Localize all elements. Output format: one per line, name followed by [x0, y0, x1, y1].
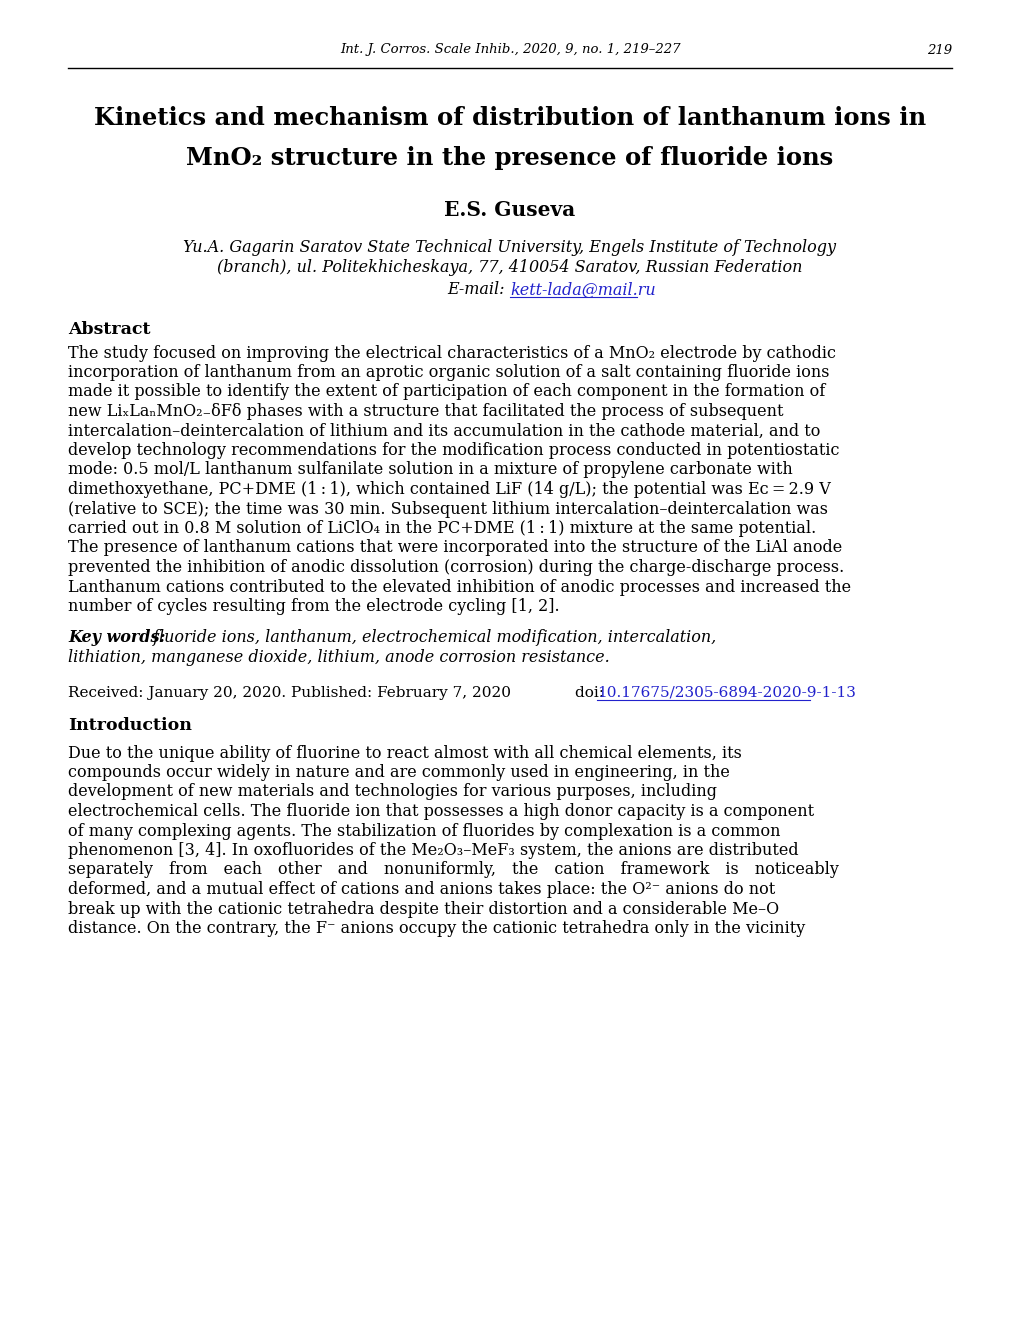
Text: deformed, and a mutual effect of cations and anions takes place: the O²⁻ anions : deformed, and a mutual effect of cations… — [68, 880, 774, 898]
Text: Key words:: Key words: — [68, 630, 165, 647]
Text: The presence of lanthanum cations that were incorporated into the structure of t: The presence of lanthanum cations that w… — [68, 540, 842, 557]
Text: E.S. Guseva: E.S. Guseva — [444, 201, 575, 220]
Text: Yu.A. Gagarin Saratov State Technical University, Engels Institute of Technology: Yu.A. Gagarin Saratov State Technical Un… — [183, 239, 836, 256]
Text: intercalation–deintercalation of lithium and its accumulation in the cathode mat: intercalation–deintercalation of lithium… — [68, 422, 819, 440]
Text: 10.17675/2305-6894-2020-9-1-13: 10.17675/2305-6894-2020-9-1-13 — [596, 686, 855, 700]
Text: of many complexing agents. The stabilization of fluorides by complexation is a c: of many complexing agents. The stabiliza… — [68, 822, 780, 840]
Text: Kinetics and mechanism of distribution of lanthanum ions in: Kinetics and mechanism of distribution o… — [94, 106, 925, 129]
Text: (branch), ul. Politekhicheskaya, 77, 410054 Saratov, Russian Federation: (branch), ul. Politekhicheskaya, 77, 410… — [217, 260, 802, 276]
Text: electrochemical cells. The fluoride ion that possesses a high donor capacity is : electrochemical cells. The fluoride ion … — [68, 803, 813, 820]
Text: (relative to SCE); the time was 30 min. Subsequent lithium intercalation–deinter: (relative to SCE); the time was 30 min. … — [68, 500, 827, 517]
Text: made it possible to identify the extent of participation of each component in th: made it possible to identify the extent … — [68, 384, 824, 400]
Text: number of cycles resulting from the electrode cycling [1, 2].: number of cycles resulting from the elec… — [68, 598, 559, 615]
Text: dimethoxyethane, PC+DME (1 : 1), which contained LiF (14 g/L); the potential was: dimethoxyethane, PC+DME (1 : 1), which c… — [68, 480, 829, 498]
Text: mode: 0.5 mol/L lanthanum sulfanilate solution in a mixture of propylene carbona: mode: 0.5 mol/L lanthanum sulfanilate so… — [68, 462, 792, 479]
Text: The study focused on improving the electrical characteristics of a MnO₂ electrod: The study focused on improving the elect… — [68, 345, 836, 362]
Text: doi:: doi: — [575, 686, 608, 700]
Text: compounds occur widely in nature and are commonly used in engineering, in the: compounds occur widely in nature and are… — [68, 764, 730, 781]
Text: prevented the inhibition of anodic dissolution (corrosion) during the charge-dis: prevented the inhibition of anodic disso… — [68, 558, 844, 576]
Text: development of new materials and technologies for various purposes, including: development of new materials and technol… — [68, 784, 716, 800]
Text: new LiₓLaₙMnO₂₋δFδ phases with a structure that facilitated the process of subse: new LiₓLaₙMnO₂₋δFδ phases with a structu… — [68, 403, 783, 420]
Text: lithiation, manganese dioxide, lithium, anode corrosion resistance.: lithiation, manganese dioxide, lithium, … — [68, 649, 609, 667]
Text: Due to the unique ability of fluorine to react almost with all chemical elements: Due to the unique ability of fluorine to… — [68, 744, 741, 762]
Text: MnO₂ structure in the presence of fluoride ions: MnO₂ structure in the presence of fluori… — [186, 147, 833, 170]
Text: develop technology recommendations for the modification process conducted in pot: develop technology recommendations for t… — [68, 442, 839, 459]
Text: kett-lada@mail.ru: kett-lada@mail.ru — [510, 281, 655, 298]
Text: 219: 219 — [926, 44, 951, 57]
Text: Received: January 20, 2020. Published: February 7, 2020: Received: January 20, 2020. Published: F… — [68, 686, 511, 700]
Text: E-mail:: E-mail: — [447, 281, 510, 298]
Text: Int. J. Corros. Scale Inhib., 2020, 9, no. 1, 219–227: Int. J. Corros. Scale Inhib., 2020, 9, n… — [339, 44, 680, 57]
Text: fluoride ions, lanthanum, electrochemical modification, intercalation,: fluoride ions, lanthanum, electrochemica… — [148, 630, 715, 647]
Text: separately from each other and nonuniformly, the cation framework is noticeably: separately from each other and nonunifor… — [68, 862, 838, 879]
Text: distance. On the contrary, the F⁻ anions occupy the cationic tetrahedra only in : distance. On the contrary, the F⁻ anions… — [68, 920, 804, 937]
Text: Introduction: Introduction — [68, 717, 192, 734]
Text: Lanthanum cations contributed to the elevated inhibition of anodic processes and: Lanthanum cations contributed to the ele… — [68, 578, 850, 595]
Text: phenomenon [3, 4]. In oxofluorides of the Me₂O₃–MeF₃ system, the anions are dist: phenomenon [3, 4]. In oxofluorides of th… — [68, 842, 798, 859]
Text: carried out in 0.8 M solution of LiClO₄ in the PC+DME (1 : 1) mixture at the sam: carried out in 0.8 M solution of LiClO₄ … — [68, 520, 815, 537]
Text: incorporation of lanthanum from an aprotic organic solution of a salt containing: incorporation of lanthanum from an aprot… — [68, 364, 828, 381]
Text: break up with the cationic tetrahedra despite their distortion and a considerabl: break up with the cationic tetrahedra de… — [68, 900, 779, 917]
Text: Abstract: Abstract — [68, 322, 151, 338]
